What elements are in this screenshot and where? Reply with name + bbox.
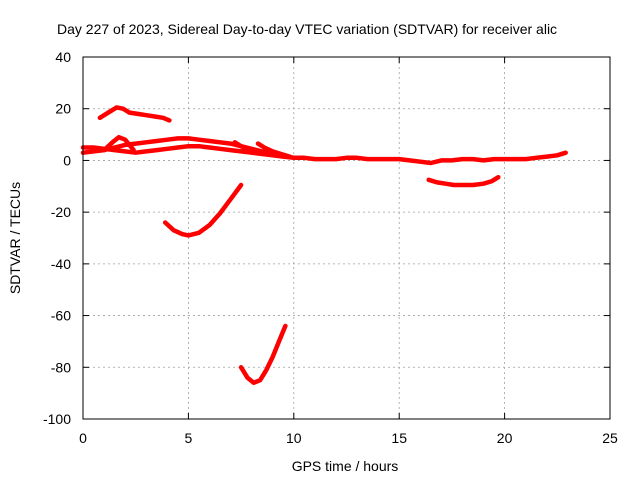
series-layer: [80, 105, 568, 386]
x-tick-label: 15: [391, 430, 407, 446]
grid-lines: [83, 57, 610, 419]
series-trace-1: [80, 143, 568, 166]
x-tick-label: 0: [79, 430, 87, 446]
series-trace-7: [162, 182, 244, 238]
y-tick-label: -60: [51, 308, 71, 324]
series-trace-5: [232, 140, 280, 158]
y-tick-label: -40: [51, 256, 71, 272]
axis-ticks: -100 -80 -60 -40 -20 0 20 40 0 5 10 15 20 25: [43, 49, 618, 446]
y-axis-label: SDTVAR / TECUs: [7, 182, 23, 294]
x-tick-label: 5: [185, 430, 193, 446]
y-tick-label: -80: [51, 359, 71, 375]
series-trace-3: [97, 105, 172, 123]
y-tick-label: -20: [51, 204, 71, 220]
y-tick-label: 20: [55, 101, 71, 117]
y-tick-label: 40: [55, 49, 71, 65]
x-tick-label: 10: [286, 430, 302, 446]
x-tick-label: 20: [497, 430, 513, 446]
chart-title: Day 227 of 2023, Sidereal Day-to-day VTE…: [57, 21, 557, 37]
x-tick-label: 25: [602, 430, 618, 446]
series-trace-4: [101, 134, 136, 153]
y-tick-label: -100: [43, 411, 71, 427]
plot-frame: [82, 56, 611, 420]
x-axis-label: GPS time / hours: [292, 458, 399, 474]
series-trace-6: [255, 141, 292, 159]
series-trace-8: [238, 323, 288, 386]
series-trace-9: [426, 174, 501, 188]
y-tick-label: 0: [63, 152, 71, 168]
